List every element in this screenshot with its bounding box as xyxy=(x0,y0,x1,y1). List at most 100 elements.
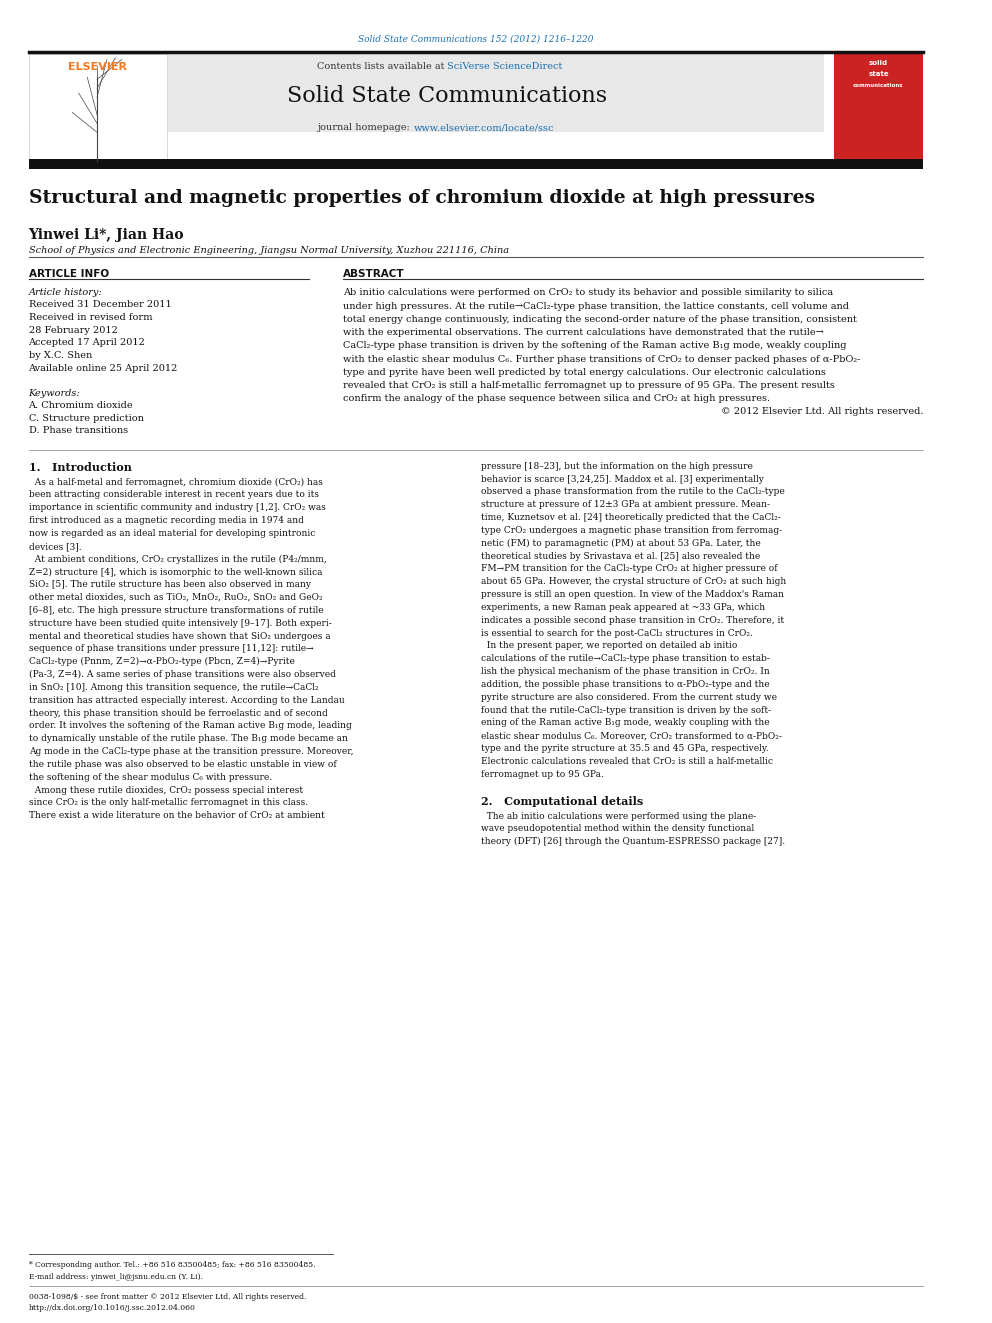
Text: by X.C. Shen: by X.C. Shen xyxy=(29,351,92,360)
Text: 0038-1098/$ - see front matter © 2012 Elsevier Ltd. All rights reserved.: 0038-1098/$ - see front matter © 2012 El… xyxy=(29,1293,306,1301)
Text: 28 February 2012: 28 February 2012 xyxy=(29,325,117,335)
FancyBboxPatch shape xyxy=(29,54,824,132)
Text: E-mail address: yinwei_li@jsnu.edu.cn (Y. Li).: E-mail address: yinwei_li@jsnu.edu.cn (Y… xyxy=(29,1273,202,1281)
Text: C. Structure prediction: C. Structure prediction xyxy=(29,414,144,422)
Text: lish the physical mechanism of the phase transition in CrO₂. In: lish the physical mechanism of the phase… xyxy=(481,667,770,676)
Text: state: state xyxy=(868,71,889,78)
FancyBboxPatch shape xyxy=(29,159,924,169)
Text: SiO₂ [5]. The rutile structure has been also observed in many: SiO₂ [5]. The rutile structure has been … xyxy=(29,581,310,589)
Text: theory, this phase transition should be ferroelastic and of second: theory, this phase transition should be … xyxy=(29,709,327,717)
Text: journal homepage:: journal homepage: xyxy=(318,123,414,132)
Text: CaCl₂-type (Pnnm, Z=2)→α-PbO₂-type (Pbcn, Z=4)→Pyrite: CaCl₂-type (Pnnm, Z=2)→α-PbO₂-type (Pbcn… xyxy=(29,658,295,667)
Text: CaCl₂-type phase transition is driven by the softening of the Raman active B₁g m: CaCl₂-type phase transition is driven by… xyxy=(342,341,846,351)
Text: indicates a possible second phase transition in CrO₂. Therefore, it: indicates a possible second phase transi… xyxy=(481,615,784,624)
Text: to dynamically unstable of the rutile phase. The B₁g mode became an: to dynamically unstable of the rutile ph… xyxy=(29,734,347,744)
Text: sequence of phase transitions under pressure [11,12]: rutile→: sequence of phase transitions under pres… xyxy=(29,644,313,654)
Text: the softening of the shear modulus C₆ with pressure.: the softening of the shear modulus C₆ wi… xyxy=(29,773,272,782)
Text: with the experimental observations. The current calculations have demonstrated t: with the experimental observations. The … xyxy=(342,328,823,337)
Text: Received in revised form: Received in revised form xyxy=(29,314,152,321)
Text: SciVerse ScienceDirect: SciVerse ScienceDirect xyxy=(447,62,562,71)
Text: http://dx.doi.org/10.1016/j.ssc.2012.04.060: http://dx.doi.org/10.1016/j.ssc.2012.04.… xyxy=(29,1304,195,1312)
Text: ARTICLE INFO: ARTICLE INFO xyxy=(29,269,109,279)
Text: is essential to search for the post-CaCl₂ structures in CrO₂.: is essential to search for the post-CaCl… xyxy=(481,628,753,638)
Text: communications: communications xyxy=(853,83,904,89)
Text: under high pressures. At the rutile→CaCl₂-type phase transition, the lattice con: under high pressures. At the rutile→CaCl… xyxy=(342,302,848,311)
Text: Electronic calculations revealed that CrO₂ is still a half-metallic: Electronic calculations revealed that Cr… xyxy=(481,757,773,766)
Text: elastic shear modulus C₆. Moreover, CrO₂ transformed to α-PbO₂-: elastic shear modulus C₆. Moreover, CrO₂… xyxy=(481,732,782,741)
Text: Solid State Communications 152 (2012) 1216–1220: Solid State Communications 152 (2012) 12… xyxy=(358,34,593,44)
Text: devices [3].: devices [3]. xyxy=(29,542,81,550)
Text: Structural and magnetic properties of chromium dioxide at high pressures: Structural and magnetic properties of ch… xyxy=(29,189,814,208)
Text: pressure is still an open question. In view of the Maddox's Raman: pressure is still an open question. In v… xyxy=(481,590,784,599)
Text: Among these rutile dioxides, CrO₂ possess special interest: Among these rutile dioxides, CrO₂ posses… xyxy=(29,786,303,795)
Text: theory (DFT) [26] through the Quantum-ESPRESSO package [27].: theory (DFT) [26] through the Quantum-ES… xyxy=(481,837,785,847)
Text: structure at pressure of 12±3 GPa at ambient pressure. Mean-: structure at pressure of 12±3 GPa at amb… xyxy=(481,500,770,509)
Text: calculations of the rutile→CaCl₂-type phase transition to estab-: calculations of the rutile→CaCl₂-type ph… xyxy=(481,654,770,663)
Text: ELSEVIER: ELSEVIER xyxy=(67,62,127,73)
Text: Article history:: Article history: xyxy=(29,288,102,298)
Text: behavior is scarce [3,24,25]. Maddox et al. [3] experimentally: behavior is scarce [3,24,25]. Maddox et … xyxy=(481,475,764,484)
Text: Yinwei Li*, Jian Hao: Yinwei Li*, Jian Hao xyxy=(29,228,185,242)
Text: experiments, a new Raman peak appeared at ~33 GPa, which: experiments, a new Raman peak appeared a… xyxy=(481,603,765,613)
Text: Solid State Communications: Solid State Communications xyxy=(288,85,607,107)
Text: other metal dioxides, such as TiO₂, MnO₂, RuO₂, SnO₂ and GeO₂: other metal dioxides, such as TiO₂, MnO₂… xyxy=(29,593,322,602)
Text: pressure [18–23], but the information on the high pressure: pressure [18–23], but the information on… xyxy=(481,462,753,471)
Text: There exist a wide literature on the behavior of CrO₂ at ambient: There exist a wide literature on the beh… xyxy=(29,811,324,820)
Text: pyrite structure are also considered. From the current study we: pyrite structure are also considered. Fr… xyxy=(481,693,777,701)
Text: Ag mode in the CaCl₂-type phase at the transition pressure. Moreover,: Ag mode in the CaCl₂-type phase at the t… xyxy=(29,747,353,757)
Text: type and the pyrite structure at 35.5 and 45 GPa, respectively.: type and the pyrite structure at 35.5 an… xyxy=(481,744,768,753)
Text: revealed that CrO₂ is still a half-metallic ferromagnet up to pressure of 95 GPa: revealed that CrO₂ is still a half-metal… xyxy=(342,381,834,390)
Text: Z=2) structure [4], which is isomorphic to the well-known silica: Z=2) structure [4], which is isomorphic … xyxy=(29,568,322,577)
Text: total energy change continuously, indicating the second-order nature of the phas: total energy change continuously, indica… xyxy=(342,315,856,324)
Text: 1.   Introduction: 1. Introduction xyxy=(29,462,131,472)
Text: The ab initio calculations were performed using the plane-: The ab initio calculations were performe… xyxy=(481,811,756,820)
Text: with the elastic shear modulus C₆. Further phase transitions of CrO₂ to denser p: with the elastic shear modulus C₆. Furth… xyxy=(342,355,860,364)
Text: © 2012 Elsevier Ltd. All rights reserved.: © 2012 Elsevier Ltd. All rights reserved… xyxy=(720,407,924,417)
Text: Keywords:: Keywords: xyxy=(29,389,80,398)
Text: www.elsevier.com/locate/ssc: www.elsevier.com/locate/ssc xyxy=(414,123,555,132)
Text: Ab initio calculations were performed on CrO₂ to study its behavior and possible: Ab initio calculations were performed on… xyxy=(342,288,832,298)
Text: order. It involves the softening of the Raman active B₁g mode, leading: order. It involves the softening of the … xyxy=(29,721,351,730)
Text: Available online 25 April 2012: Available online 25 April 2012 xyxy=(29,364,178,373)
Text: found that the rutile-CaCl₂-type transition is driven by the soft-: found that the rutile-CaCl₂-type transit… xyxy=(481,705,771,714)
Text: about 65 GPa. However, the crystal structure of CrO₂ at such high: about 65 GPa. However, the crystal struc… xyxy=(481,577,786,586)
Text: FM→PM transition for the CaCl₂-type CrO₂ at higher pressure of: FM→PM transition for the CaCl₂-type CrO₂… xyxy=(481,565,777,573)
Text: ferromagnet up to 95 GPa.: ferromagnet up to 95 GPa. xyxy=(481,770,603,779)
Text: At ambient conditions, CrO₂ crystallizes in the rutile (P4₂/mnm,: At ambient conditions, CrO₂ crystallizes… xyxy=(29,554,326,564)
Text: observed a phase transformation from the rutile to the CaCl₂-type: observed a phase transformation from the… xyxy=(481,487,785,496)
Text: first introduced as a magnetic recording media in 1974 and: first introduced as a magnetic recording… xyxy=(29,516,304,525)
Text: netic (FM) to paramagnetic (PM) at about 53 GPa. Later, the: netic (FM) to paramagnetic (PM) at about… xyxy=(481,538,761,548)
Text: now is regarded as an ideal material for developing spintronic: now is regarded as an ideal material for… xyxy=(29,529,314,538)
Text: (Pa-3, Z=4). A same series of phase transitions were also observed: (Pa-3, Z=4). A same series of phase tran… xyxy=(29,669,335,679)
Text: theoretical studies by Srivastava et al. [25] also revealed the: theoretical studies by Srivastava et al.… xyxy=(481,552,760,561)
Text: Contents lists available at: Contents lists available at xyxy=(316,62,447,71)
Text: ening of the Raman active B₁g mode, weakly coupling with the: ening of the Raman active B₁g mode, weak… xyxy=(481,718,769,728)
Text: D. Phase transitions: D. Phase transitions xyxy=(29,426,128,435)
Text: importance in scientific community and industry [1,2]. CrO₂ was: importance in scientific community and i… xyxy=(29,503,325,512)
Text: confirm the analogy of the phase sequence between silica and CrO₂ at high pressu: confirm the analogy of the phase sequenc… xyxy=(342,394,770,404)
Text: 2.   Computational details: 2. Computational details xyxy=(481,795,643,807)
Text: since CrO₂ is the only half-metallic ferromagnet in this class.: since CrO₂ is the only half-metallic fer… xyxy=(29,798,308,807)
Text: solid: solid xyxy=(869,60,888,66)
Text: [6–8], etc. The high pressure structure transformations of rutile: [6–8], etc. The high pressure structure … xyxy=(29,606,323,615)
Text: type CrO₂ undergoes a magnetic phase transition from ferromag-: type CrO₂ undergoes a magnetic phase tra… xyxy=(481,525,782,534)
Text: A. Chromium dioxide: A. Chromium dioxide xyxy=(29,401,133,410)
Text: Accepted 17 April 2012: Accepted 17 April 2012 xyxy=(29,339,146,348)
Text: structure have been studied quite intensively [9–17]. Both experi-: structure have been studied quite intens… xyxy=(29,619,331,628)
Text: wave pseudopotential method within the density functional: wave pseudopotential method within the d… xyxy=(481,824,754,833)
Text: In the present paper, we reported on detailed ab initio: In the present paper, we reported on det… xyxy=(481,642,737,651)
Text: type and pyrite have been well predicted by total energy calculations. Our elect: type and pyrite have been well predicted… xyxy=(342,368,825,377)
FancyBboxPatch shape xyxy=(833,54,924,160)
Text: time, Kuznetsov et al. [24] theoretically predicted that the CaCl₂-: time, Kuznetsov et al. [24] theoreticall… xyxy=(481,513,781,523)
Text: in SnO₂ [10]. Among this transition sequence, the rutile→CaCl₂: in SnO₂ [10]. Among this transition sequ… xyxy=(29,683,318,692)
Text: mental and theoretical studies have shown that SiO₂ undergoes a: mental and theoretical studies have show… xyxy=(29,631,330,640)
Text: Received 31 December 2011: Received 31 December 2011 xyxy=(29,300,172,310)
Text: As a half-metal and ferromagnet, chromium dioxide (CrO₂) has: As a half-metal and ferromagnet, chromiu… xyxy=(29,478,322,487)
Text: * Corresponding author. Tel.: +86 516 83500485; fax: +86 516 83500485.: * Corresponding author. Tel.: +86 516 83… xyxy=(29,1261,315,1269)
Text: been attracting considerable interest in recent years due to its: been attracting considerable interest in… xyxy=(29,491,318,500)
Text: ABSTRACT: ABSTRACT xyxy=(342,269,405,279)
Text: addition, the possible phase transitions to α-PbO₂-type and the: addition, the possible phase transitions… xyxy=(481,680,769,689)
Text: the rutile phase was also observed to be elastic unstable in view of: the rutile phase was also observed to be… xyxy=(29,759,336,769)
Text: transition has attracted especially interest. According to the Landau: transition has attracted especially inte… xyxy=(29,696,344,705)
FancyBboxPatch shape xyxy=(29,54,167,161)
